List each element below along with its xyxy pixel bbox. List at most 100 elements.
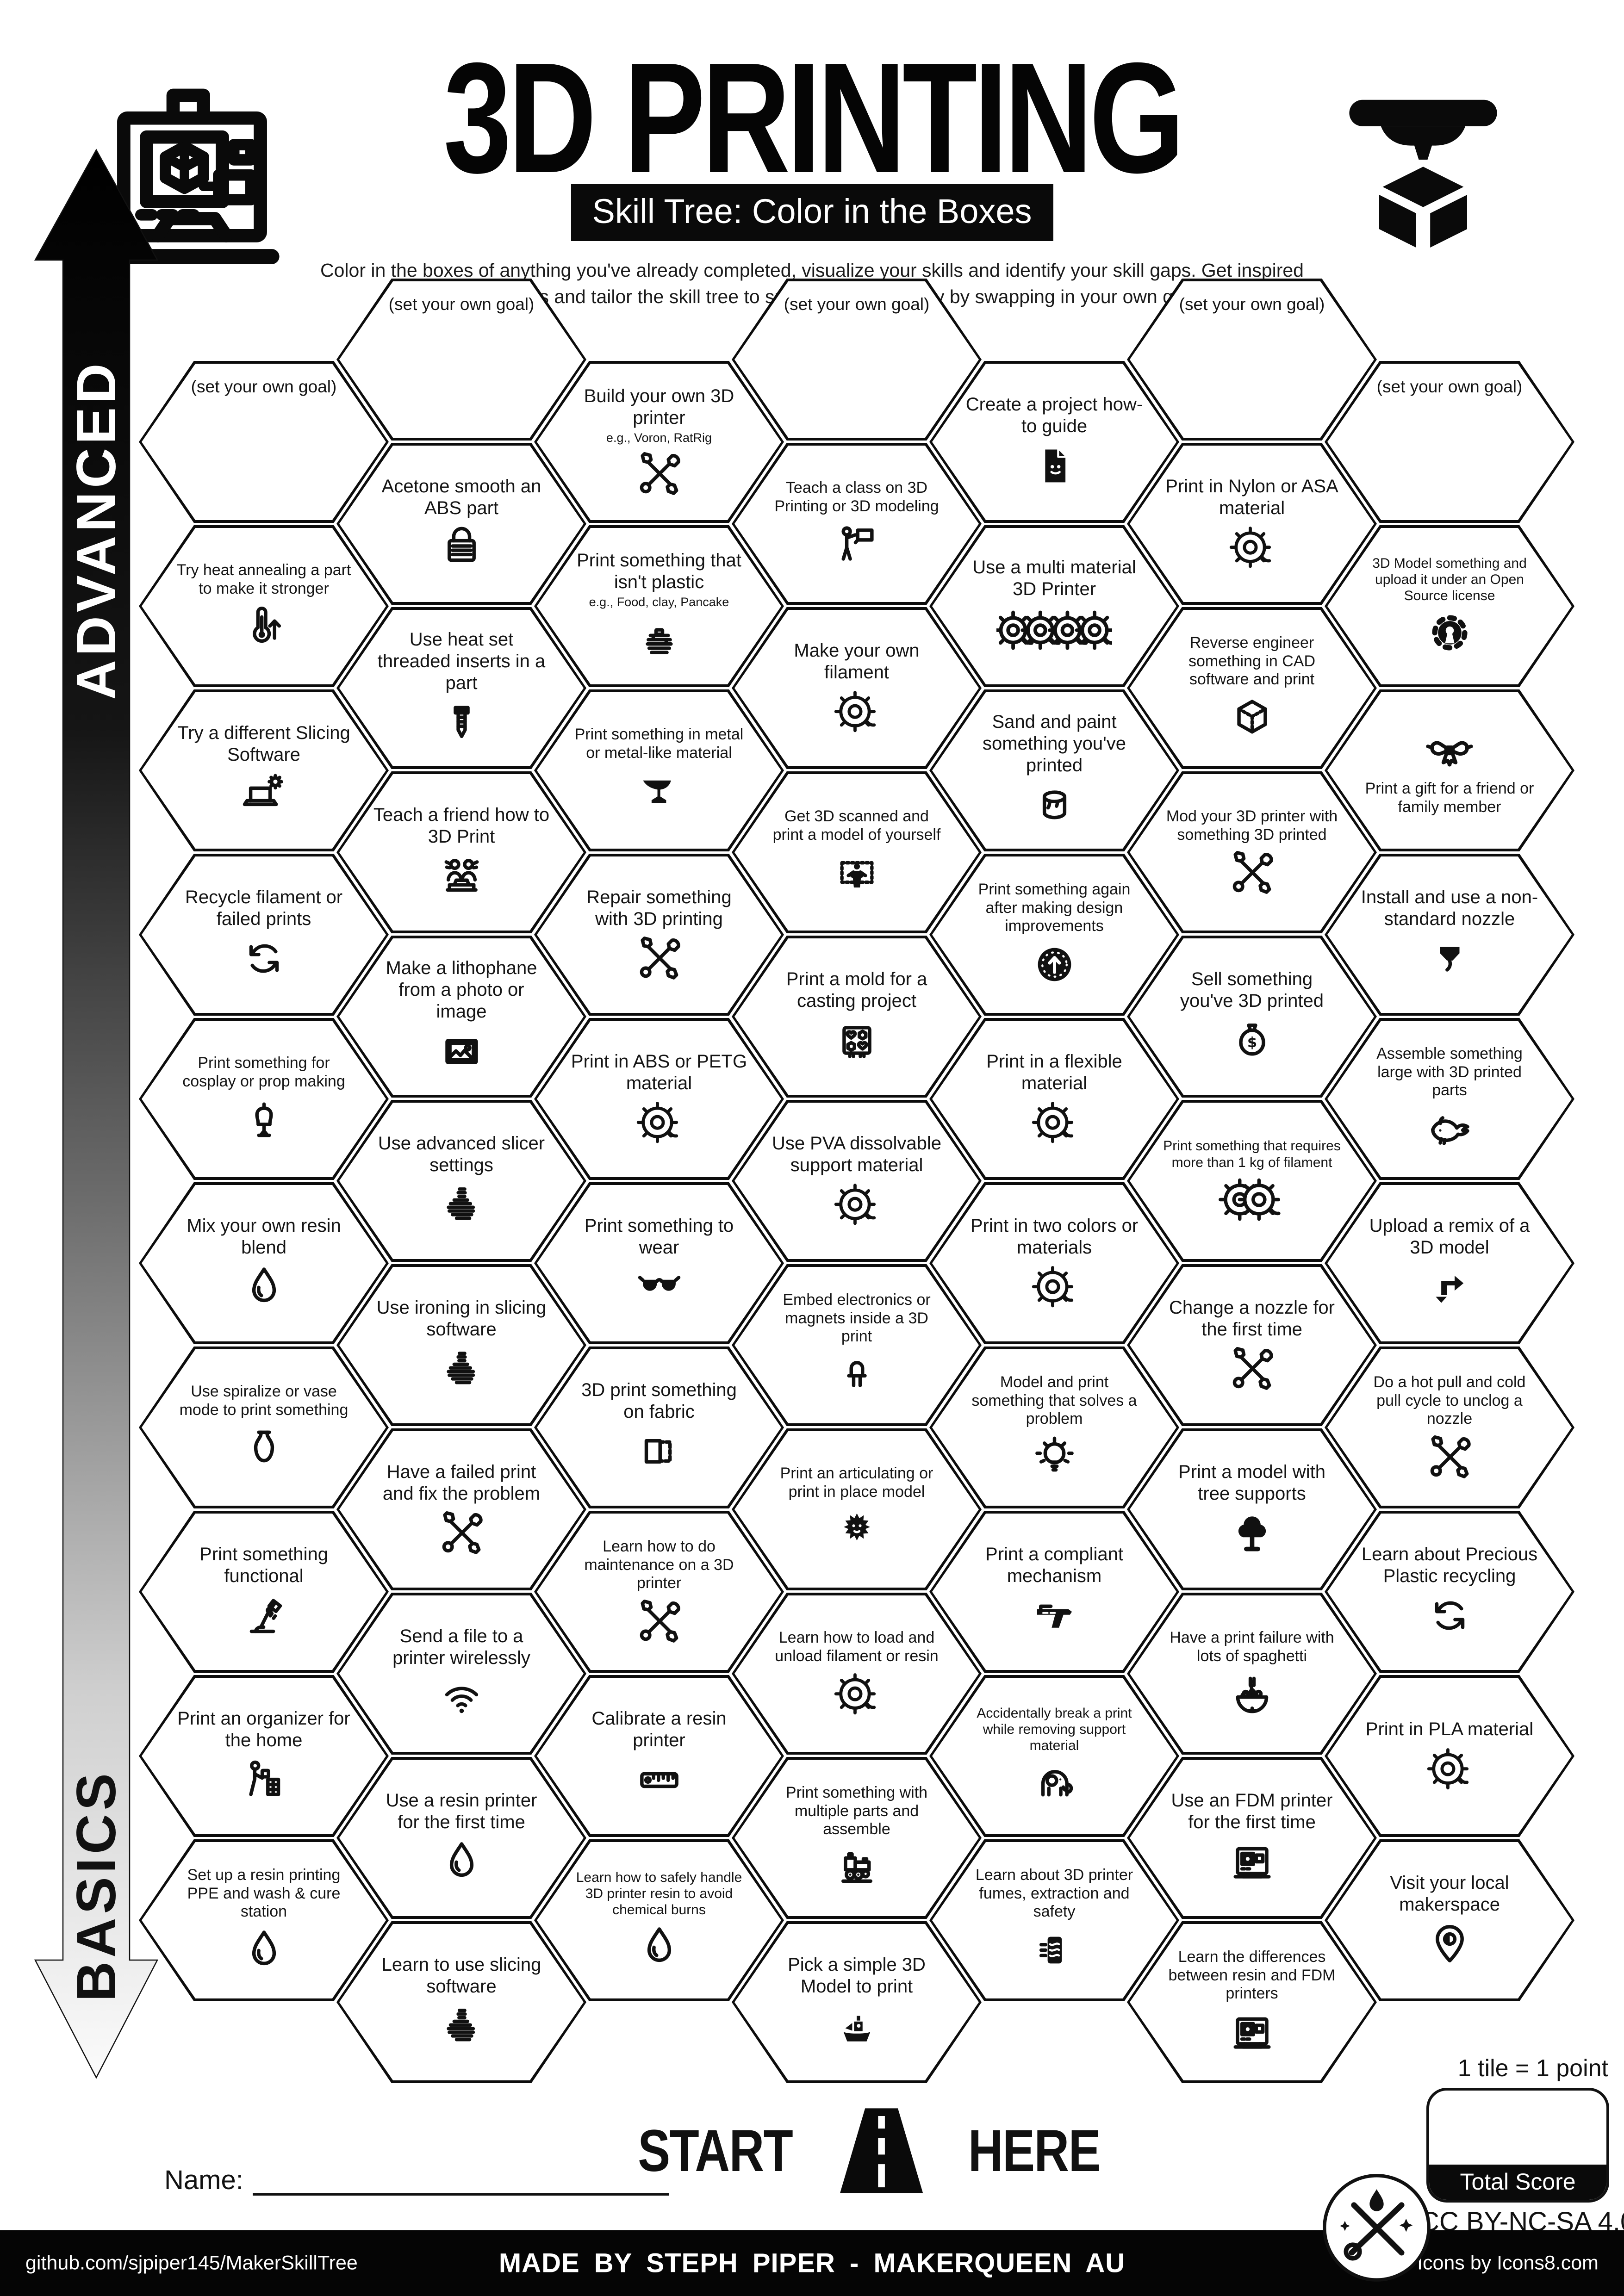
- page-subtitle: Skill Tree: Color in the Boxes: [571, 184, 1053, 241]
- skill-tile-print-something-that-requires-more-than-1-[interactable]: Print something that requires more than …: [1127, 1100, 1377, 1262]
- tile-label: Print something to wear: [584, 1215, 734, 1258]
- recycle-icon: [240, 934, 288, 983]
- skill-tile-use-pva-dissolvable-support-material[interactable]: Use PVA dissolvable support material: [732, 1100, 982, 1262]
- skill-tile-learn-to-use-slicing-software[interactable]: Learn to use slicing software: [336, 1921, 586, 2083]
- tile-label: Print something that isn't plastic: [577, 550, 741, 592]
- skill-tile-print-an-articulating-or-print-in-place-mo[interactable]: Print an articulating or print in place …: [732, 1428, 982, 1590]
- skill-tile-acetone-smooth-an-abs-part[interactable]: Acetone smooth an ABS part: [336, 443, 586, 605]
- skill-tile-pick-a-simple-3d-model-to-print[interactable]: Pick a simple 3D Model to print: [732, 1921, 982, 2083]
- footer-repo-link[interactable]: github.com/sjpiper145/MakerSkillTree: [25, 2252, 358, 2274]
- skill-tile-visit-your-local-makerspace[interactable]: Visit your local makerspace: [1325, 1839, 1574, 2001]
- skill-tile-learn-how-to-do-maintenance-on-a-3d-printe[interactable]: Learn how to do maintenance on a 3D prin…: [534, 1511, 784, 1673]
- tile-label: Accidentally break a print while removin…: [977, 1705, 1132, 1754]
- skill-tile-reverse-engineer-something-in-cad-software[interactable]: Reverse engineer something in CAD softwa…: [1127, 607, 1377, 769]
- skill-tile-print-something-for-cosplay-or-prop-making[interactable]: Print something for cosplay or prop maki…: [139, 1018, 389, 1180]
- skill-tile-recycle-filament-or-failed-prints[interactable]: Recycle filament or failed prints: [139, 854, 389, 1016]
- skill-tile-print-something-functional[interactable]: Print something functional: [139, 1511, 389, 1673]
- skill-tile-try-heat-annealing-a-part-to-make-it-stron[interactable]: Try heat annealing a part to make it str…: [139, 525, 389, 687]
- skill-tile-print-an-organizer-for-the-home[interactable]: Print an organizer for the home: [139, 1675, 389, 1837]
- skill-tile-model-and-print-something-that-solves-a-pr[interactable]: Model and print something that solves a …: [929, 1347, 1179, 1508]
- skill-tile-set-your-own-goal-c1[interactable]: (set your own goal): [336, 279, 586, 441]
- footer-credit: MADE BY STEPH PIPER - MAKERQUEEN AU: [498, 2248, 1126, 2278]
- skill-tile-teach-a-class-on-3d-printing-or-3d-modelin[interactable]: Teach a class on 3D Printing or 3D model…: [732, 443, 982, 605]
- skill-tile-embed-electronics-or-magnets-inside-a-3d-p[interactable]: Embed electronics or magnets inside a 3D…: [732, 1264, 982, 1426]
- skill-tile-use-spiralize-or-vase-mode-to-print-someth[interactable]: Use spiralize or vase mode to print some…: [139, 1347, 389, 1508]
- skill-tile-set-your-own-goal-c5[interactable]: (set your own goal): [1127, 279, 1377, 441]
- skill-tile-use-ironing-in-slicing-software[interactable]: Use ironing in slicing software: [336, 1264, 586, 1426]
- skill-tile-build-your-own-3d-printer[interactable]: Build your own 3D printer e.g., Voron, Ra…: [534, 361, 784, 523]
- total-score-box[interactable]: Total Score: [1426, 2088, 1609, 2203]
- skill-tile-use-a-resin-printer-for-the-first-time[interactable]: Use a resin printer for the first time: [336, 1757, 586, 1919]
- tile-label: Reverse engineer something in CAD softwa…: [1188, 633, 1315, 689]
- skill-tile-print-a-gift-for-a-friend-or-family-member[interactable]: Print a gift for a friend or family memb…: [1325, 689, 1574, 851]
- skill-tile-print-a-compliant-mechanism[interactable]: Print a compliant mechanism: [929, 1511, 1179, 1673]
- skill-tile-have-a-failed-print-and-fix-the-problem[interactable]: Have a failed print and fix the problem: [336, 1428, 586, 1590]
- skill-tile-have-a-print-failure-with-lots-of-spaghett[interactable]: Have a print failure with lots of spaghe…: [1127, 1593, 1377, 1755]
- skill-tile-sell-something-you-ve-3d-printed[interactable]: Sell something you've 3D printed $: [1127, 936, 1377, 1098]
- skill-tile-send-a-file-to-a-printer-wirelessly[interactable]: Send a file to a printer wirelessly: [336, 1593, 586, 1755]
- hex-fill: [339, 1924, 584, 2080]
- skill-tile-set-your-own-goal-c0[interactable]: (set your own goal): [139, 361, 389, 523]
- skill-tile-3d-model-something-and-upload-it-under-an-[interactable]: 3D Model something and upload it under a…: [1325, 525, 1574, 687]
- tile-label: Print an organizer for the home: [177, 1708, 350, 1750]
- skill-tile-create-a-project-how-to-guide[interactable]: Create a project how-to guide: [929, 361, 1179, 523]
- skill-tile-learn-how-to-safely-handle-3d-printer-resi[interactable]: Learn how to safely handle 3D printer re…: [534, 1839, 784, 2001]
- skill-tile-set-your-own-goal-c6[interactable]: (set your own goal): [1325, 361, 1574, 523]
- skill-tile-print-in-a-flexible-material[interactable]: Print in a flexible material: [929, 1018, 1179, 1180]
- gift-bow-icon: [1415, 724, 1484, 775]
- skill-tile-set-your-own-goal-c3[interactable]: (set your own goal): [732, 279, 982, 441]
- skill-tile-3d-print-something-on-fabric[interactable]: 3D print something on fabric: [534, 1347, 784, 1508]
- skill-tile-learn-the-differences-between-resin-and-fd[interactable]: Learn the differences between resin and …: [1127, 1921, 1377, 2083]
- skill-tile-learn-about-3d-printer-fumes-extraction-an[interactable]: Learn about 3D printer fumes, extraction…: [929, 1839, 1179, 2001]
- tile-label: Send a file to a printer wirelessly: [392, 1626, 530, 1668]
- skill-tile-learn-how-to-load-and-unload-filament-or-r[interactable]: Learn how to load and unload filament or…: [732, 1593, 982, 1755]
- skill-tile-use-advanced-slicer-settings[interactable]: Use advanced slicer settings: [336, 1100, 586, 1262]
- skill-tile-accidentally-break-a-print-while-removing-[interactable]: Accidentally break a print while removin…: [929, 1675, 1179, 1837]
- skill-tile-do-a-hot-pull-and-cold-pull-cycle-to-unclo[interactable]: Do a hot pull and cold pull cycle to unc…: [1325, 1347, 1574, 1508]
- skill-tile-print-a-model-with-tree-supports[interactable]: Print a model with tree supports: [1127, 1428, 1377, 1590]
- skill-tile-assemble-something-large-with-3d-printed-p[interactable]: Assemble something large with 3D printed…: [1325, 1018, 1574, 1180]
- hex-fill: [1327, 1349, 1572, 1506]
- skill-tile-print-something-again-after-making-design-[interactable]: Print something again after making desig…: [929, 854, 1179, 1016]
- skill-tile-learn-about-precious-plastic-recycling[interactable]: Learn about Precious Plastic recycling: [1325, 1511, 1574, 1673]
- skill-tile-repair-something-with-3d-printing[interactable]: Repair something with 3D printing: [534, 854, 784, 1016]
- tile-label: (set your own goal): [784, 295, 930, 314]
- tile-label: Print in ABS or PETG material: [571, 1051, 747, 1093]
- skill-tile-teach-a-friend-how-to-3d-print[interactable]: Teach a friend how to 3D Print: [336, 771, 586, 933]
- hex-fill: [932, 1021, 1176, 1177]
- name-input-line[interactable]: [252, 2169, 669, 2196]
- skill-tile-try-a-different-slicing-software[interactable]: Try a different Slicing Software: [139, 689, 389, 851]
- thermometer-up-icon: [240, 602, 288, 651]
- spool-icon: [833, 688, 881, 736]
- skill-tile-install-and-use-a-non-standard-nozzle[interactable]: Install and use a non-standard nozzle: [1325, 854, 1574, 1016]
- skill-tile-print-in-pla-material[interactable]: Print in PLA material: [1325, 1675, 1574, 1837]
- skill-tile-use-heat-set-threaded-inserts-in-a-part[interactable]: Use heat set threaded inserts in a part: [336, 607, 586, 769]
- skill-tile-change-a-nozzle-for-the-first-time[interactable]: Change a nozzle for the first time: [1127, 1264, 1377, 1426]
- skill-tile-get-3d-scanned-and-print-a-model-of-yourse[interactable]: Get 3D scanned and print a model of your…: [732, 771, 982, 933]
- skill-tile-make-a-lithophane-from-a-photo-or-image[interactable]: Make a lithophane from a photo or image: [336, 936, 586, 1098]
- skill-tile-print-a-mold-for-a-casting-project[interactable]: Print a mold for a casting project: [732, 936, 982, 1098]
- skill-tile-make-your-own-filament[interactable]: Make your own filament: [732, 607, 982, 769]
- skill-tile-print-something-to-wear[interactable]: Print something to wear: [534, 1182, 784, 1344]
- skill-tile-set-up-a-resin-printing-ppe-and-wash-cure-[interactable]: Set up a resin printing PPE and wash & c…: [139, 1839, 389, 2001]
- hex-fill: [1130, 1760, 1374, 1916]
- skill-tile-use-an-fdm-printer-for-the-first-time[interactable]: Use an FDM printer for the first time: [1127, 1757, 1377, 1919]
- skill-tile-print-in-abs-or-petg-material[interactable]: Print in ABS or PETG material: [534, 1018, 784, 1180]
- skill-tile-print-in-nylon-or-asa-material[interactable]: Print in Nylon or ASA material: [1127, 443, 1377, 605]
- skill-tile-print-in-two-colors-or-materials[interactable]: Print in two colors or materials: [929, 1182, 1179, 1344]
- skill-tile-upload-a-remix-of-a-3d-model[interactable]: Upload a remix of a 3D model: [1325, 1182, 1574, 1344]
- tile-label: Visit your local makerspace: [1390, 1872, 1509, 1915]
- skill-tile-print-something-that-isn-t-plastic[interactable]: Print something that isn't plastic e.g., …: [534, 525, 784, 687]
- skill-tile-mix-your-own-resin-blend[interactable]: Mix your own resin blend: [139, 1182, 389, 1344]
- skill-tile-use-a-multi-material-3d-printer[interactable]: Use a multi material 3D Printer: [929, 525, 1179, 687]
- footer-icons-credit[interactable]: Icons by Icons8.com: [1417, 2252, 1599, 2274]
- skill-tile-print-something-in-metal-or-metal-like-mat[interactable]: Print something in metal or metal-like m…: [534, 689, 784, 851]
- skill-tile-print-something-with-multiple-parts-and-as[interactable]: Print something with multiple parts and …: [732, 1757, 982, 1919]
- tile-label: Print in a flexible material: [986, 1051, 1122, 1093]
- skill-tile-sand-and-paint-something-you-ve-printed[interactable]: Sand and paint something you've printed: [929, 689, 1179, 851]
- skill-tile-mod-your-3d-printer-with-something-3d-prin[interactable]: Mod your 3D printer with something 3D pr…: [1127, 771, 1377, 933]
- hex-fill: [1130, 446, 1374, 602]
- hex-fill: [537, 1678, 781, 1834]
- skill-tile-calibrate-a-resin-printer[interactable]: Calibrate a resin printer: [534, 1675, 784, 1837]
- hex-fill: [142, 856, 386, 1013]
